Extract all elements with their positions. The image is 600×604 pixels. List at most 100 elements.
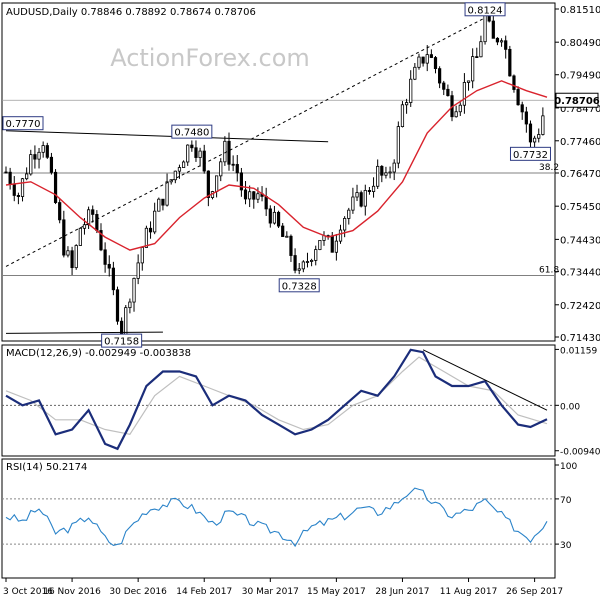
price-bar-body bbox=[103, 249, 107, 265]
label-07328: 0.7328 bbox=[282, 281, 317, 292]
price-bar-body bbox=[70, 250, 74, 269]
x-tick-label: 30 Mar 2017 bbox=[242, 587, 299, 597]
rsi-y-tick-label: 30 bbox=[560, 541, 572, 551]
macd-line bbox=[5, 348, 548, 451]
price-bar-body bbox=[400, 104, 405, 128]
price-bar-body bbox=[16, 195, 20, 197]
price-bar-body bbox=[4, 171, 8, 174]
price-bar-body bbox=[537, 134, 541, 139]
price-bar-body bbox=[318, 240, 322, 250]
price-bar-body bbox=[462, 82, 467, 106]
price-bar-body bbox=[8, 171, 12, 186]
price-bar-body bbox=[281, 225, 285, 237]
price-y-tick-label: 0.75450 bbox=[560, 202, 600, 213]
current-price-label: 0.78706 bbox=[554, 96, 600, 107]
macd-y-tick-label: -0.009408 bbox=[560, 448, 600, 458]
price-header-label: AUDUSD,Daily 0.78846 0.78892 0.78674 0.7… bbox=[6, 7, 256, 18]
price-bar-body bbox=[235, 164, 239, 174]
price-y-tick-label: 0.81510 bbox=[560, 5, 600, 16]
price-y-tick-label: 0.74430 bbox=[560, 235, 600, 246]
price-bar-body bbox=[194, 147, 198, 158]
label-08124-box bbox=[464, 2, 506, 17]
price-bar-body bbox=[124, 307, 128, 339]
price-bar-body bbox=[334, 240, 338, 253]
price-bar-body bbox=[433, 57, 438, 70]
price-bar-body bbox=[45, 145, 49, 158]
price-bar-body bbox=[190, 144, 194, 149]
label-07480-box bbox=[171, 124, 213, 139]
price-bar-body bbox=[421, 56, 425, 64]
price-bar-body bbox=[446, 88, 450, 97]
moving-average-line bbox=[5, 80, 548, 251]
price-bar-body bbox=[343, 218, 347, 231]
price-bar-body bbox=[128, 301, 132, 309]
price-bar-body bbox=[396, 126, 400, 164]
price-bar-body bbox=[516, 89, 520, 106]
price-bar-body bbox=[458, 104, 462, 113]
price-bar-body bbox=[355, 192, 359, 198]
price-bar-body bbox=[198, 150, 202, 158]
label-07770-box bbox=[2, 116, 44, 131]
price-bar-body bbox=[239, 172, 243, 191]
macd-trendline bbox=[422, 349, 548, 411]
price-bar-body bbox=[243, 189, 248, 200]
price-bar-body bbox=[533, 137, 537, 143]
price-bar-body bbox=[268, 208, 272, 224]
price-bar-body bbox=[367, 190, 372, 192]
price-bar-body bbox=[20, 178, 25, 197]
price-bar-body bbox=[384, 172, 388, 176]
rsi-line bbox=[5, 487, 548, 548]
label-08124: 0.8124 bbox=[468, 5, 503, 16]
price-bar-body bbox=[293, 255, 297, 271]
channel-lower bbox=[5, 331, 163, 334]
price-bar-body bbox=[495, 37, 500, 43]
price-bar-body bbox=[256, 193, 260, 200]
label-fib-38-2: 38.2 bbox=[539, 163, 559, 173]
price-bar-body bbox=[351, 196, 355, 211]
x-tick-label: 26 Sep 2017 bbox=[506, 587, 563, 597]
price-y-tick-label: 0.78470 bbox=[560, 104, 600, 115]
price-bar-body bbox=[483, 14, 487, 43]
price-bar-body bbox=[289, 235, 293, 256]
macd-panel-frame bbox=[1, 344, 556, 457]
current-price-tag bbox=[555, 92, 599, 108]
price-bar-body bbox=[140, 247, 144, 264]
price-bar-body bbox=[528, 123, 533, 143]
price-bar-body bbox=[12, 184, 16, 196]
price-bar-body bbox=[161, 198, 165, 206]
price-bar-body bbox=[165, 181, 169, 206]
price-bar-body bbox=[417, 56, 421, 68]
price-bar-body bbox=[95, 214, 99, 231]
price-bar-body bbox=[454, 111, 458, 118]
price-bar-body bbox=[74, 245, 78, 269]
price-bar-body bbox=[181, 161, 186, 168]
price-bar-body bbox=[107, 263, 111, 269]
rsi-y-tick-label: 70 bbox=[560, 496, 572, 506]
x-tick-label: 16 Nov 2016 bbox=[43, 587, 101, 597]
price-bar-body bbox=[276, 211, 281, 227]
rsi-label: RSI(14) 50.2174 bbox=[6, 462, 87, 473]
price-bar-body bbox=[314, 249, 318, 261]
x-tick-label: 28 Jun 2017 bbox=[375, 587, 429, 597]
price-bar-body bbox=[115, 289, 120, 322]
label-07158: 0.7158 bbox=[104, 337, 139, 348]
price-bar-body bbox=[111, 267, 115, 291]
price-bar-body bbox=[425, 54, 429, 64]
price-bar-body bbox=[359, 192, 363, 207]
x-tick-label: 3 Oct 2016 bbox=[3, 587, 53, 597]
price-bar-body bbox=[202, 150, 206, 172]
price-y-tick-label: 0.79490 bbox=[560, 71, 600, 82]
macd-y-tick-label: 0.01159 bbox=[560, 346, 597, 356]
channel-upper bbox=[5, 130, 329, 143]
price-y-tick-label: 0.76470 bbox=[560, 169, 600, 180]
price-bar-body bbox=[310, 259, 314, 262]
price-bar-body bbox=[186, 144, 190, 163]
label-07770: 0.7770 bbox=[6, 119, 41, 130]
price-y-tick-label: 0.72420 bbox=[560, 301, 600, 312]
price-bar-body bbox=[491, 20, 495, 39]
price-bar-body bbox=[380, 165, 384, 176]
label-07158-box bbox=[101, 333, 143, 348]
price-bar-body bbox=[471, 56, 475, 82]
price-bar-body bbox=[376, 165, 380, 187]
